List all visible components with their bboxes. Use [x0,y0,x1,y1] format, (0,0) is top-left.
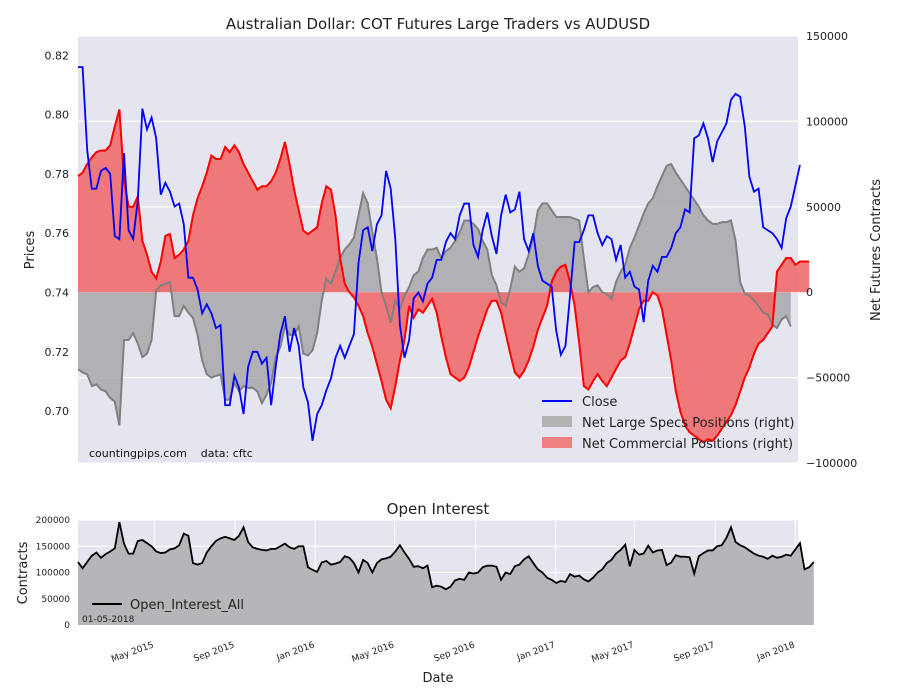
oi-x-tick-label: Jan 2018 [755,640,797,663]
oi-x-tick-label: Sep 2016 [433,640,477,664]
oi-x-tick-label: Sep 2015 [192,640,236,664]
source-annotation: countingpips.com data: cftc [89,447,253,460]
left-axis-label: Prices [23,231,38,270]
right-tick-label: −100000 [806,457,857,470]
large-specs-line [77,162,792,426]
left-tick-label: 0.76 [45,227,70,240]
oi-date-annotation: 01-05-2018 [82,615,135,625]
oi-y-tick-label: 0 [64,621,70,631]
legend-label-open-interest: Open_Interest_All [130,598,244,613]
oi-y-tick-label: 200000 [36,516,71,526]
left-tick-label: 0.70 [45,405,70,418]
oi-x-tick-label: Jan 2017 [515,640,557,663]
left-tick-label: 0.74 [45,286,70,299]
left-tick-label: 0.78 [45,168,70,181]
large-specs-area [78,164,791,426]
legend-label-large-specs: Net Large Specs Positions (right) [582,416,794,431]
right-tick-label: 0 [806,286,813,299]
right-tick-label: 50000 [806,201,841,214]
commercial-line [77,109,810,444]
oi-x-axis-label: Date [422,671,453,686]
oi-legend: Open_Interest_All [92,598,244,613]
oi-x-tick-label: Jan 2016 [275,640,317,663]
legend-swatch-large-specs [542,416,572,427]
main-chart-title: Australian Dollar: COT Futures Large Tra… [226,15,650,33]
oi-area-fill [78,522,814,625]
oi-y-axis-label: Contracts [16,541,31,604]
commercial-area [78,109,810,443]
left-tick-label: 0.80 [45,109,70,122]
open-interest-line [77,521,815,591]
oi-x-tick-label: May 2017 [590,640,635,665]
oi-y-axis-ticks: 0 50000 100000 150000 200000 [36,516,71,631]
oi-x-tick-label: May 2015 [110,640,155,665]
close-price-line [78,66,801,441]
right-tick-label: 100000 [806,115,848,128]
right-axis-ticks: −100000 −50000 0 50000 100000 150000 [806,30,857,470]
legend-swatch-commercial [542,437,572,448]
oi-x-axis-ticks: May 2015 Sep 2015 Jan 2016 May 2016 Sep 2016… [110,640,797,665]
open-interest-area [78,522,814,625]
legend-label-close: Close [582,395,617,410]
oi-series-line [77,521,815,591]
right-tick-label: 150000 [806,30,848,43]
oi-y-tick-label: 100000 [36,569,71,579]
right-tick-label: −50000 [806,372,850,385]
main-area-fills [78,109,810,443]
main-chart: 0.70 0.72 0.74 0.76 0.78 0.80 0.82 −100000 −500… [23,15,884,470]
open-interest-chart: 0 50000 100000 150000 200000 May 2015 Sep 201… [16,500,815,686]
oi-x-tick-label: May 2016 [351,640,396,665]
main-series-lines [77,66,810,444]
left-tick-label: 0.82 [45,49,70,62]
legend-label-commercial: Net Commercial Positions (right) [582,437,793,452]
oi-x-tick-label: Sep 2017 [673,640,717,664]
left-axis-ticks: 0.70 0.72 0.74 0.76 0.78 0.80 0.82 [45,49,70,418]
oi-y-tick-label: 150000 [36,542,71,552]
right-axis-label: Net Futures Contracts [869,179,884,321]
oi-chart-title: Open Interest [387,500,490,518]
main-legend: Close Net Large Specs Positions (right) … [542,395,794,452]
left-tick-label: 0.72 [45,346,70,359]
oi-y-tick-label: 50000 [41,595,70,605]
